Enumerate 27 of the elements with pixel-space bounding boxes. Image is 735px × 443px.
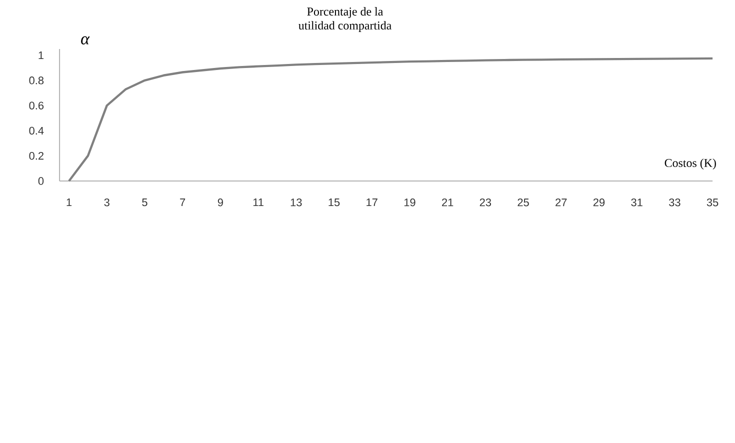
x-axis-title: Costos (K) (664, 158, 716, 170)
x-tick-label: 35 (706, 198, 718, 206)
chart-title: Porcentaje de la utilidad compartida (298, 7, 392, 32)
x-tick-label: 7 (180, 198, 186, 206)
x-tick-label: 17 (366, 198, 378, 206)
x-tick-label: 15 (328, 198, 340, 206)
x-tick-label: 21 (442, 198, 454, 206)
x-tick-label: 33 (669, 198, 680, 206)
x-tick-label: 27 (556, 198, 567, 206)
x-tick-label: 29 (593, 198, 605, 206)
y-tick-label: 0.4 (29, 126, 44, 135)
x-tick-label: 9 (218, 198, 223, 206)
x-tick-label: 13 (290, 198, 302, 206)
x-tick-label: 23 (480, 198, 492, 206)
x-tick-label: 11 (253, 198, 264, 206)
x-tick-label: 5 (142, 198, 148, 206)
y-tick-label: 0.6 (29, 102, 44, 110)
x-tick-label: 3 (104, 198, 110, 206)
x-tick-label: 25 (518, 198, 529, 206)
y-tick-label: 0 (38, 177, 44, 185)
x-tick-label: 19 (404, 198, 416, 206)
y-tick-label: 0.8 (29, 76, 44, 84)
y-axis-title: α (81, 36, 90, 44)
y-tick-label: 0.2 (29, 152, 44, 160)
y-tick-label: 1 (38, 52, 44, 60)
x-tick-label: 1 (66, 198, 72, 206)
x-tick-label: 31 (631, 198, 642, 206)
